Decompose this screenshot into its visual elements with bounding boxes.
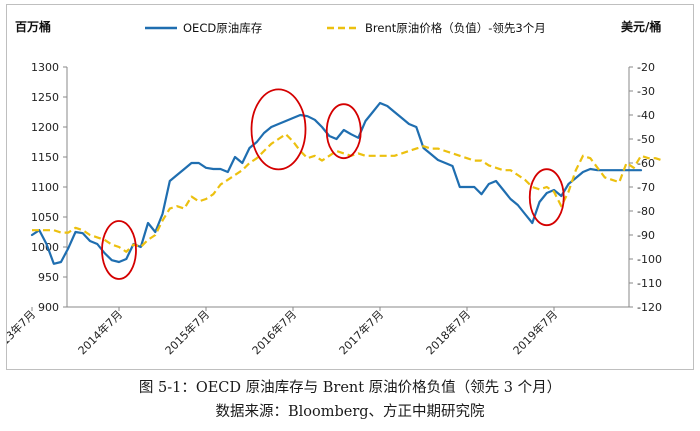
- x-tick-label: 2013年7月: [7, 307, 38, 357]
- figure-caption: 图 5-1：OECD 原油库存与 Brent 原油价格负值（领先 3 个月）: [138, 380, 562, 396]
- left-tick-label: 1200: [31, 121, 59, 134]
- x-tick-label: 2016年7月: [249, 307, 299, 357]
- data-source: 数据来源：Bloomberg、方正中期研究院: [215, 404, 485, 420]
- left-tick-label: 1300: [31, 61, 59, 74]
- axes: 900 950 1000 1050 1100 1150 1200 1250 1300 -120 -1…: [7, 61, 662, 357]
- chart-svg: 百万桶 美元/桶 OECD原油库存 Brent原油价格（负值）-领先3个月 900…: [7, 19, 664, 357]
- right-tick-label: -120: [637, 301, 662, 314]
- chart-frame: 百万桶 美元/桶 OECD原油库存 Brent原油价格（负值）-领先3个月 900…: [6, 4, 694, 370]
- left-tick-label: 1050: [31, 211, 59, 224]
- right-tick-label: -20: [637, 61, 655, 74]
- legend: OECD原油库存 Brent原油价格（负值）-领先3个月: [145, 21, 546, 35]
- right-tick-label: -50: [637, 133, 655, 146]
- left-tick-label: 1150: [31, 151, 59, 164]
- legend-item-brent-label: Brent原油价格（负值）-领先3个月: [365, 21, 546, 35]
- right-tick-label: -40: [637, 109, 655, 122]
- left-tick-label: 1250: [31, 91, 59, 104]
- right-tick-label: -70: [637, 181, 655, 194]
- x-tick-label: 2018年7月: [423, 307, 473, 357]
- left-tick-label: 1100: [31, 181, 59, 194]
- highlight-ellipse: [101, 220, 137, 280]
- x-tick-label: 2014年7月: [75, 307, 125, 357]
- left-tick-label: 1000: [31, 241, 59, 254]
- legend-item-oecd-label: OECD原油库存: [183, 21, 262, 35]
- oecd-stock-line: [30, 101, 643, 265]
- highlight-ellipse: [250, 88, 307, 171]
- right-tick-label: -30: [637, 85, 655, 98]
- series-layer: [30, 101, 664, 265]
- right-tick-label: -110: [637, 277, 662, 290]
- brent-price-line: [32, 133, 664, 253]
- left-tick-label: 900: [38, 301, 59, 314]
- annotation-layer: [101, 88, 565, 280]
- x-tick-label: 2017年7月: [336, 307, 386, 357]
- x-tick-label: 2015年7月: [162, 307, 212, 357]
- left-axis-unit: 百万桶: [15, 19, 51, 34]
- right-axis-unit: 美元/桶: [621, 19, 661, 34]
- right-tick-label: -80: [637, 205, 655, 218]
- left-tick-label: 950: [38, 271, 59, 284]
- highlight-ellipse: [325, 103, 362, 160]
- x-tick-label: 2019年7月: [510, 307, 560, 357]
- right-tick-label: -100: [637, 253, 662, 266]
- highlight-ellipse: [528, 168, 565, 227]
- right-tick-label: -60: [637, 157, 655, 170]
- right-tick-label: -90: [637, 229, 655, 242]
